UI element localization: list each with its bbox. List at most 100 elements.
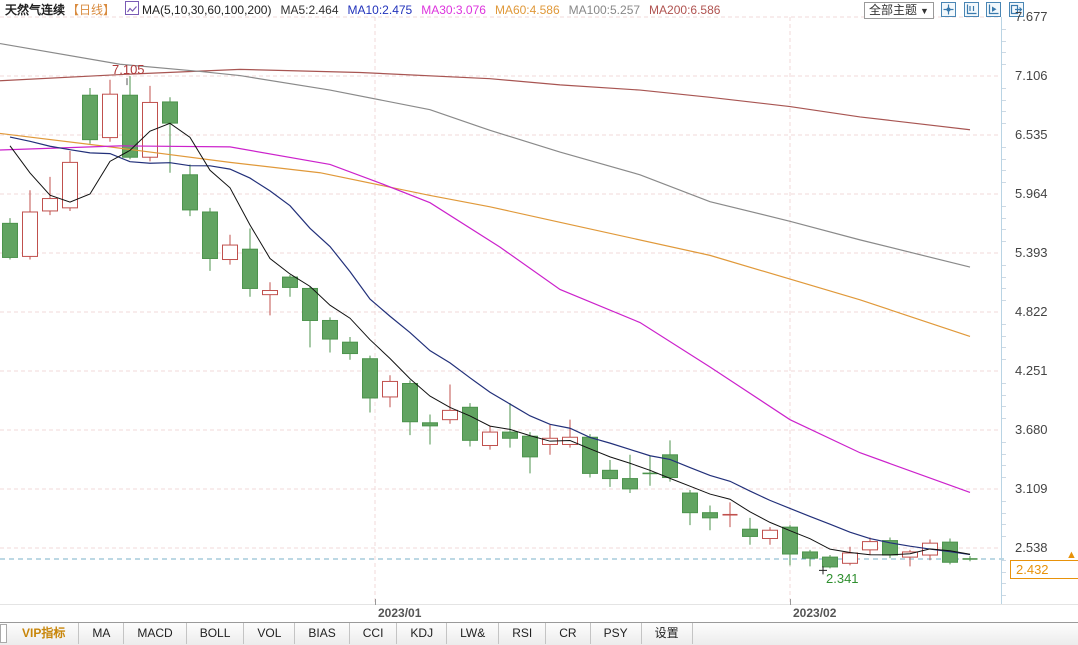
axis-minor-tick (1002, 595, 1006, 597)
price-axis-label: 3.680 (1015, 422, 1048, 437)
plot-bottom-border (0, 604, 1078, 605)
axis-minor-tick (1002, 288, 1006, 290)
price-up-arrow-icon: ▲ (1066, 549, 1077, 561)
candle-body (302, 287, 318, 321)
price-axis-label: 3.109 (1015, 481, 1048, 496)
line-chart-icon (125, 1, 140, 15)
theme-dropdown[interactable]: 全部主题 ▼ (864, 2, 934, 19)
indicator-tab-vip[interactable]: VIP指标 (9, 623, 80, 644)
axis-range-icon[interactable] (963, 2, 979, 17)
current-price-badge: 2.432 (1010, 560, 1078, 579)
candle-body (462, 406, 478, 441)
pan-right-icon[interactable] (1008, 2, 1024, 17)
axis-minor-tick (1002, 323, 1006, 325)
date-axis-label: 2023/01 (378, 606, 422, 620)
indicator-tab-bias[interactable]: BIAS (295, 623, 350, 644)
candle-body (222, 244, 238, 261)
indicator-tab-cr[interactable]: CR (546, 623, 591, 644)
axis-minor-tick (1002, 524, 1006, 526)
candle-body (422, 422, 438, 427)
candle-body (182, 174, 198, 211)
axis-minor-tick (1002, 418, 1006, 420)
price-axis-label: 5.393 (1015, 245, 1048, 260)
axis-minor-tick (1002, 300, 1006, 302)
candle-body (382, 380, 398, 398)
indicator-tab-boll[interactable]: BOLL (187, 623, 245, 644)
indicator-tab-vol[interactable]: VOL (244, 623, 296, 644)
axis-minor-tick (1002, 382, 1006, 384)
axis-minor-tick (1002, 571, 1006, 573)
candle-body (262, 290, 278, 296)
candle-body (502, 431, 518, 439)
price-axis-label: 4.251 (1015, 363, 1048, 378)
high-price-marker: 7.105 (112, 62, 145, 77)
price-axis-label: 7.106 (1015, 68, 1048, 83)
candle-body (102, 93, 118, 139)
axis-minor-tick (1002, 158, 1006, 160)
axis-minor-tick (1002, 182, 1006, 184)
candle-body (22, 211, 38, 257)
chart-header: 天然气连续 【日线】 MA(5,10,30,60,100,200) MA5:2.464… (0, 0, 1078, 20)
ma-value-3: MA60:4.586 (494, 3, 560, 17)
axis-minor-tick (1002, 205, 1006, 207)
indicator-tab-psy[interactable]: PSY (591, 623, 642, 644)
axis-minor-tick (1002, 146, 1006, 148)
axis-minor-tick (1002, 64, 1006, 66)
candle-body (242, 248, 258, 289)
indicator-tab-cci[interactable]: CCI (350, 623, 398, 644)
candle-body (402, 383, 418, 423)
candle-body (602, 469, 618, 480)
price-axis-label: 2.538 (1015, 540, 1048, 555)
candle-body (42, 198, 58, 212)
price-axis-label: 7.677 (1015, 9, 1048, 24)
axis-minor-tick (1002, 52, 1006, 54)
pan-crosshair-icon[interactable] (941, 2, 957, 17)
axis-minor-tick (1002, 87, 1006, 89)
axis-minor-tick (1002, 441, 1006, 443)
axis-minor-tick (1002, 111, 1006, 113)
candle-body (62, 161, 78, 209)
axis-minor-tick (1002, 28, 1006, 30)
candle-body (362, 358, 378, 399)
axis-minor-tick (1002, 453, 1006, 455)
candle-body (802, 551, 818, 559)
axis-minor-tick (1002, 40, 1006, 42)
candle-body (142, 101, 158, 158)
price-axis-label: 5.964 (1015, 186, 1048, 201)
indicator-tab-rsi[interactable]: RSI (499, 623, 547, 644)
toolbar-collapse-handle[interactable] (0, 624, 7, 643)
candle-body (82, 94, 98, 141)
candle-body (442, 409, 458, 421)
indicator-tab-kdj[interactable]: KDJ (397, 623, 448, 644)
price-axis-border (1001, 17, 1002, 605)
axis-minor-tick (1002, 583, 1006, 585)
ma60-line (0, 132, 971, 337)
indicator-tabs: VIP指标 MA MACD BOLL VOL BIAS CCI KDJ LW& RSI CR PSY 设… (9, 623, 693, 644)
axis-minor-tick (1002, 123, 1006, 125)
date-tick (375, 599, 376, 605)
low-marker-cross (819, 566, 827, 575)
indicator-tab-macd[interactable]: MACD (124, 623, 187, 644)
low-price-marker: 2.341 (826, 571, 859, 586)
axis-minor-tick (1002, 406, 1006, 408)
chevron-down-icon: ▼ (920, 6, 929, 16)
candle-body (862, 541, 878, 551)
candle-body (522, 435, 538, 458)
axis-minor-tick (1002, 512, 1006, 514)
candle-body (122, 94, 138, 158)
ma-value-1: MA10:2.475 (347, 3, 413, 17)
axis-play-icon[interactable] (986, 2, 1002, 17)
candle-body (762, 529, 778, 540)
ma10-line (9, 136, 971, 556)
indicator-tab-ma[interactable]: MA (79, 623, 125, 644)
date-tick (790, 599, 791, 605)
indicator-tab-lw[interactable]: LW& (447, 623, 500, 644)
candle-body (202, 211, 218, 259)
axis-minor-tick (1002, 99, 1006, 101)
ma-value-4: MA100:5.257 (568, 3, 641, 17)
indicator-tab-[interactable]: 设置 (642, 623, 693, 644)
candle-body (162, 101, 178, 124)
price-axis: 7.677 7.106 6.535 5.964 5.393 4.822 4.251 3.680… (1001, 10, 1078, 607)
